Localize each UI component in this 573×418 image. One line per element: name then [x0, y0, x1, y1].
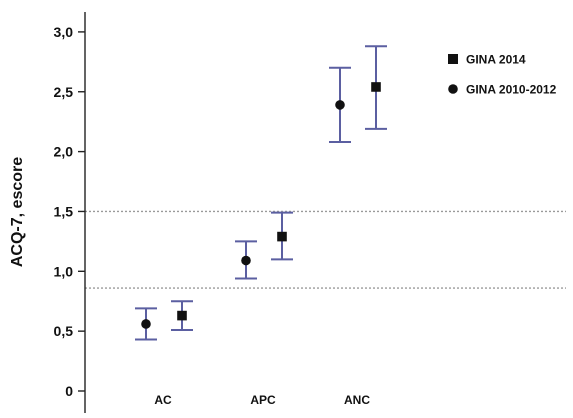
x-category-label: ANC	[344, 393, 370, 407]
data-point-square	[371, 82, 381, 92]
error-bars	[135, 45, 387, 341]
data-point-square	[277, 231, 287, 242]
legend-label: GINA 2014	[466, 53, 526, 67]
data-point-square	[177, 310, 187, 321]
y-tick-label: 2,5	[54, 84, 74, 100]
x-category-labels: AC APC ANC	[154, 393, 370, 407]
y-tick-label: 0	[65, 383, 73, 399]
y-tick-label: 2,0	[54, 144, 74, 160]
y-tick-label: 1,5	[54, 203, 74, 219]
legend: GINA 2014 GINA 2010-2012	[448, 53, 557, 97]
x-category-label: APC	[250, 393, 276, 407]
data-point-circle	[335, 100, 345, 110]
data-point-circle	[241, 255, 251, 266]
y-tick-label: 3,0	[54, 24, 74, 40]
y-ticks: 0 0,5 1,0 1,5 2,0 2,5 3,0	[54, 24, 85, 399]
legend-label: GINA 2010-2012	[466, 83, 557, 97]
x-category-label: AC	[154, 393, 172, 407]
reference-lines	[85, 210, 566, 289]
y-tick-label: 1,0	[54, 263, 74, 279]
data-markers	[141, 82, 381, 329]
data-point-circle	[141, 319, 151, 329]
y-axis-title: ACQ-7, escore	[9, 157, 26, 267]
legend-marker-square	[448, 54, 458, 64]
y-tick-label: 0,5	[54, 323, 74, 339]
legend-marker-circle	[448, 84, 458, 94]
